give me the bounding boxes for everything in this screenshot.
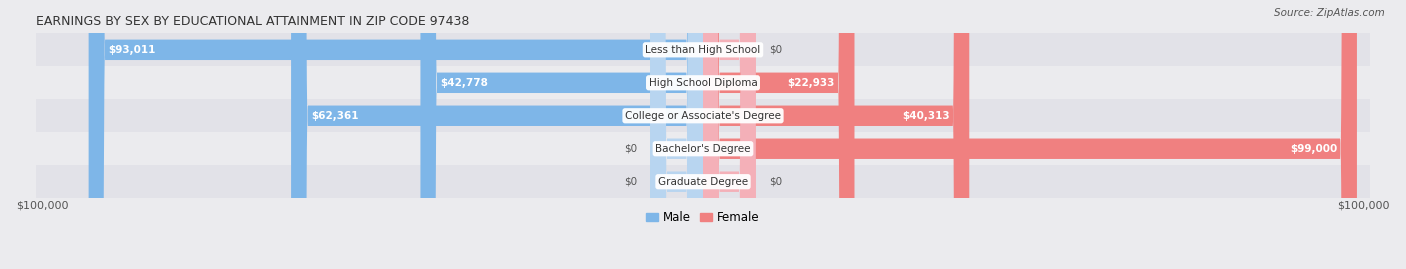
FancyBboxPatch shape [650, 0, 703, 269]
FancyBboxPatch shape [37, 165, 1369, 198]
FancyBboxPatch shape [650, 0, 703, 269]
Text: $42,778: $42,778 [440, 78, 488, 88]
Text: $0: $0 [769, 177, 782, 187]
FancyBboxPatch shape [703, 0, 969, 269]
Text: $40,313: $40,313 [901, 111, 949, 121]
FancyBboxPatch shape [420, 0, 703, 269]
Text: High School Diploma: High School Diploma [648, 78, 758, 88]
FancyBboxPatch shape [703, 0, 756, 269]
Text: Source: ZipAtlas.com: Source: ZipAtlas.com [1274, 8, 1385, 18]
Legend: Male, Female: Male, Female [641, 206, 765, 229]
Text: $93,011: $93,011 [108, 45, 156, 55]
Text: $0: $0 [624, 144, 637, 154]
Text: Bachelor's Degree: Bachelor's Degree [655, 144, 751, 154]
Text: $22,933: $22,933 [787, 78, 835, 88]
FancyBboxPatch shape [37, 132, 1369, 165]
Text: $99,000: $99,000 [1289, 144, 1337, 154]
Text: $0: $0 [769, 45, 782, 55]
FancyBboxPatch shape [37, 33, 1369, 66]
FancyBboxPatch shape [37, 99, 1369, 132]
FancyBboxPatch shape [703, 0, 756, 269]
Text: $0: $0 [624, 177, 637, 187]
Text: EARNINGS BY SEX BY EDUCATIONAL ATTAINMENT IN ZIP CODE 97438: EARNINGS BY SEX BY EDUCATIONAL ATTAINMEN… [37, 15, 470, 28]
FancyBboxPatch shape [703, 0, 855, 269]
Text: $62,361: $62,361 [311, 111, 359, 121]
Text: College or Associate's Degree: College or Associate's Degree [626, 111, 780, 121]
FancyBboxPatch shape [291, 0, 703, 269]
FancyBboxPatch shape [37, 66, 1369, 99]
FancyBboxPatch shape [703, 0, 1357, 269]
FancyBboxPatch shape [89, 0, 703, 269]
Text: Less than High School: Less than High School [645, 45, 761, 55]
Text: Graduate Degree: Graduate Degree [658, 177, 748, 187]
